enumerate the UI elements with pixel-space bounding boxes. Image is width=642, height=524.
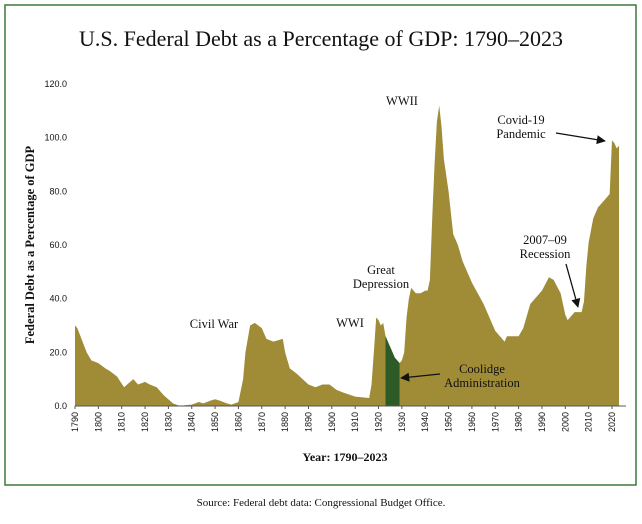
x-tick-label: 1790: [70, 412, 80, 432]
x-axis-title: Year: 1790–2023: [303, 450, 388, 464]
chart-title: U.S. Federal Debt as a Percentage of GDP…: [79, 26, 563, 51]
annotation-arrow: [565, 263, 581, 308]
x-tick-label: 1910: [350, 412, 360, 432]
x-tick-label: 1850: [210, 412, 220, 432]
y-tick-label: 100.0: [44, 133, 67, 143]
plot: 0.0 20.0 40.0 60.0 80.0 100.0 120.0 1790 1800 181…: [44, 79, 626, 432]
frame: [4, 4, 637, 486]
y-tick-label: 60.0: [49, 240, 67, 250]
annotation: 2007–09: [523, 233, 567, 247]
x-tick-label: 1960: [467, 412, 477, 432]
x-tick-label: 1980: [514, 412, 524, 432]
y-tick-label: 20.0: [49, 347, 67, 357]
annotation: Coolidge: [459, 362, 505, 376]
annotation: WWII: [386, 94, 418, 108]
y-tick-label: 120.0: [44, 79, 67, 89]
x-tick-label: 1810: [117, 412, 127, 432]
x-tick-label: 1800: [93, 412, 103, 432]
x-tick-label: 1900: [327, 412, 337, 432]
x-tick-label: 1970: [490, 412, 500, 432]
x-tick-label: 1930: [397, 412, 407, 432]
x-tick-label: 1940: [420, 412, 430, 432]
x-tick-label: 1880: [280, 412, 290, 432]
x-tick-label: 2020: [607, 412, 617, 432]
x-tick-label: 1990: [537, 412, 547, 432]
x-tick-label: 2000: [560, 412, 570, 432]
annotation-arrow: [555, 132, 606, 145]
x-tick-label: 1830: [163, 412, 173, 432]
annotation-arrow: [400, 372, 441, 382]
annotation: Covid-19: [497, 113, 544, 127]
x-tick-label: 2010: [584, 412, 594, 432]
annotation: Pandemic: [496, 127, 546, 141]
x-tick-label: 1840: [187, 412, 197, 432]
annotation: Civil War: [190, 317, 239, 331]
x-tick-label: 1820: [140, 412, 150, 432]
annotation: Great: [367, 263, 395, 277]
x-tick-label: 1920: [374, 412, 384, 432]
source-note: Source: Federal debt data: Congressional…: [197, 497, 446, 509]
annotation: Recession: [520, 247, 571, 261]
area: [75, 105, 619, 406]
x-tick-label: 1870: [257, 412, 267, 432]
x-tick-label: 1860: [233, 412, 243, 432]
y-tick-label: 0.0: [54, 401, 67, 411]
annotation: WWI: [336, 316, 364, 330]
y-tick-label: 80.0: [49, 186, 67, 196]
highlight-area: [385, 336, 400, 406]
y-tick-label: 40.0: [49, 294, 67, 304]
x-tick-label: 1950: [444, 412, 454, 432]
y-axis-title: Federal Debt as a Percentage of GDP: [23, 145, 37, 344]
annotation: Administration: [444, 376, 520, 390]
x-tick-label: 1890: [303, 412, 313, 432]
annotation: Depression: [353, 277, 410, 291]
